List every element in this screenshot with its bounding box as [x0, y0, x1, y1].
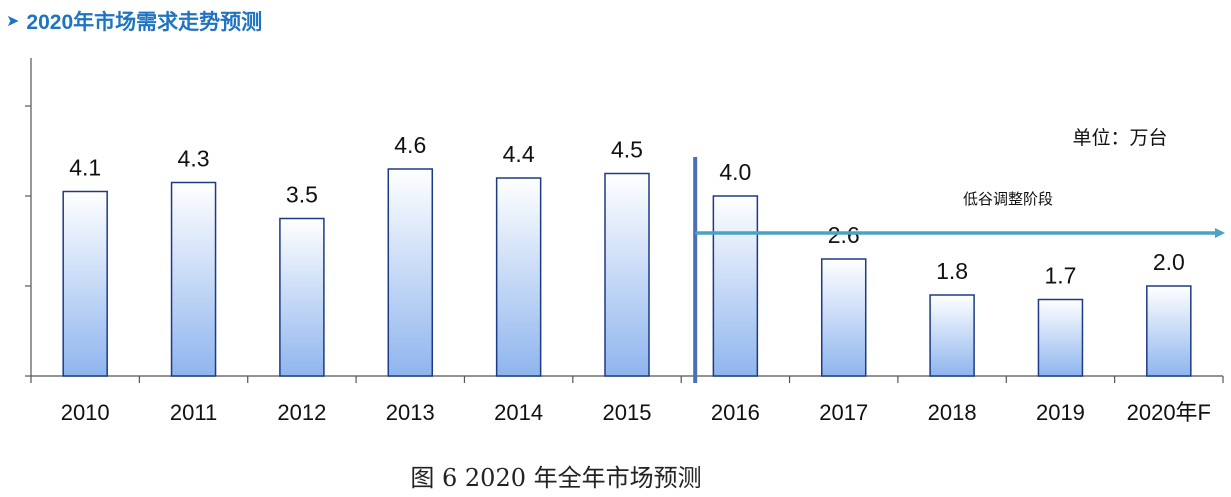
x-tick-label: 2015 — [603, 400, 652, 425]
chart-heading: 2020年市场需求走势预测 — [26, 11, 263, 34]
value-label: 4.4 — [503, 141, 535, 167]
chevron-right-icon: ➤ — [6, 13, 20, 30]
bar — [604, 172, 650, 377]
x-tick-label: 2018 — [928, 400, 977, 425]
bar — [62, 190, 108, 377]
value-label: 4.6 — [394, 132, 426, 158]
value-labels: 4.1 4.3 3.5 4.6 4.4 4.5 4.0 2.6 1.8 1.7 2.0 — [69, 132, 1185, 289]
x-tick-label: 2013 — [386, 400, 435, 425]
value-label: 4.3 — [178, 146, 210, 172]
chart-header: ➤ 2020年市场需求走势预测 — [6, 4, 262, 38]
x-tick-label: 2012 — [277, 400, 326, 425]
bar — [387, 168, 434, 377]
bar — [820, 258, 867, 377]
bar — [929, 294, 975, 377]
value-label: 4.1 — [69, 155, 101, 181]
bar — [1037, 298, 1084, 377]
value-label: 2.0 — [1153, 249, 1185, 275]
bar — [279, 217, 325, 377]
unit-label: 单位：万台 — [1072, 127, 1167, 149]
x-tick-label: 2010 — [61, 400, 110, 425]
value-label: 4.5 — [611, 137, 643, 163]
bar — [712, 195, 759, 377]
x-tick-labels: 2010 2011 2012 2013 2014 2015 2016 2017 2018 2019… — [61, 400, 1211, 425]
bar — [1146, 285, 1192, 377]
figure-caption: 图 6 2020 年全年市场预测 — [410, 464, 702, 492]
value-label: 1.7 — [1044, 263, 1076, 289]
value-label: 2.6 — [828, 222, 860, 248]
x-tick-label: 2014 — [494, 400, 543, 425]
x-tick-label: 2020年F — [1127, 400, 1211, 425]
bars — [62, 168, 1192, 377]
value-label: 3.5 — [286, 182, 318, 208]
bar — [170, 181, 217, 377]
annotation-layer: 低谷调整阶段 单位：万台 — [693, 127, 1225, 383]
x-tick-label: 2019 — [1036, 400, 1085, 425]
x-tick-label: 2011 — [170, 400, 217, 425]
value-label: 1.8 — [936, 258, 968, 284]
x-tick-label: 2017 — [819, 400, 868, 425]
x-tick-label: 2016 — [711, 400, 760, 425]
value-label: 4.0 — [719, 159, 751, 185]
bar — [495, 177, 542, 377]
annotation-text: 低谷调整阶段 — [963, 190, 1053, 208]
